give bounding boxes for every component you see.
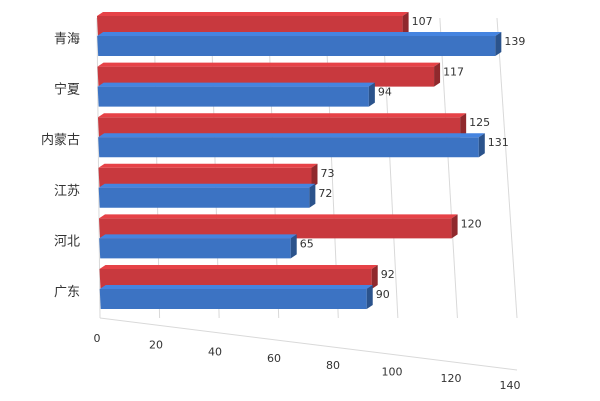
- category-label: 河北: [54, 234, 80, 249]
- x-axis-ticks: 0 20 40 60 80 100 120 140: [94, 332, 521, 392]
- x-tick-label: 80: [326, 359, 340, 372]
- category-label: 内蒙古: [41, 132, 80, 148]
- value-label: 139: [504, 35, 525, 48]
- value-label: 107: [412, 15, 433, 28]
- x-tick-label: 140: [500, 379, 521, 392]
- x-tick-label: 60: [267, 352, 281, 365]
- bar: [98, 183, 316, 208]
- bar: [97, 32, 502, 56]
- category-label: 江苏: [54, 183, 80, 199]
- bar: [97, 113, 467, 138]
- bar: [98, 163, 318, 188]
- category-label: 宁夏: [54, 82, 80, 98]
- x-tick-label: 100: [382, 366, 403, 379]
- bar: [96, 12, 409, 36]
- value-label: 92: [381, 268, 395, 281]
- value-label: 117: [443, 66, 464, 79]
- gridline: [96, 17, 101, 319]
- category-label: 广东: [54, 285, 80, 300]
- value-label: 73: [320, 167, 334, 180]
- floor-edge: [99, 317, 518, 371]
- value-label: 65: [300, 237, 314, 250]
- x-tick-label: 40: [208, 345, 222, 358]
- bar: [99, 214, 458, 239]
- value-label: 72: [318, 187, 332, 200]
- bar: [99, 265, 378, 289]
- value-label: 94: [378, 86, 392, 99]
- gridline: [496, 17, 518, 319]
- bar: [97, 62, 441, 87]
- gridline: [439, 17, 458, 319]
- value-label: 90: [376, 288, 390, 301]
- value-labels: 107 139 117 94 125 131 73 72 120 65 92 90: [300, 15, 526, 301]
- bar: [99, 285, 373, 309]
- value-label: 120: [461, 217, 482, 230]
- category-label: 青海: [54, 32, 80, 47]
- bar-groups: [96, 12, 502, 309]
- bar: [97, 82, 375, 107]
- value-label: 131: [488, 136, 509, 149]
- bar: [98, 133, 485, 158]
- bar: [99, 234, 297, 259]
- x-tick-label: 120: [441, 372, 462, 385]
- x-tick-label: 0: [94, 332, 101, 345]
- value-label: 125: [469, 116, 490, 129]
- x-tick-label: 20: [149, 339, 163, 352]
